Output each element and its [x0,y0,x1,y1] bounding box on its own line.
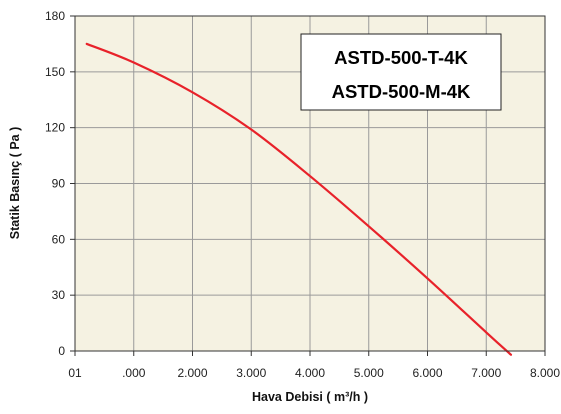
x-tick-label-2: 2.000 [177,366,207,380]
x-axis-ticks: 01 .000 2.000 3.000 4.000 5.000 6.000 7.000 8.00… [68,351,560,380]
y-tick-label-3: 90 [52,177,66,191]
x-tick-label-1: .000 [122,366,146,380]
y-tick-label-4: 120 [45,121,65,135]
y-tick-label-2: 60 [52,232,66,246]
x-axis-title: Hava Debisi ( m³/h ) [252,390,368,404]
legend-entry-1: ASTD-500-T-4K [334,47,468,68]
legend: ASTD-500-T-4K ASTD-500-M-4K [300,33,502,111]
legend-box [300,33,502,111]
y-tick-label-5: 150 [45,65,65,79]
x-tick-label-3: 3.000 [236,366,266,380]
x-tick-label-6: 6.000 [412,366,442,380]
y-tick-label-6: 180 [45,9,65,23]
y-tick-label-1: 30 [52,288,66,302]
x-tick-label-7: 7.000 [471,366,501,380]
x-tick-label-4: 4.000 [295,366,325,380]
x-tick-label-0: 01 [68,366,82,380]
x-tick-label-8: 8.000 [530,366,560,380]
y-axis-ticks: 0 30 60 90 120 150 180 [45,9,75,358]
plot-frame [74,15,546,352]
series-group [85,42,513,356]
y-tick-label-0: 0 [58,344,65,358]
legend-entry-2: ASTD-500-M-4K [332,81,471,102]
x-tick-label-5: 5.000 [354,366,384,380]
y-axis-title: Statik Basınç ( Pa ) [8,127,22,240]
series-line-0 [85,42,513,356]
